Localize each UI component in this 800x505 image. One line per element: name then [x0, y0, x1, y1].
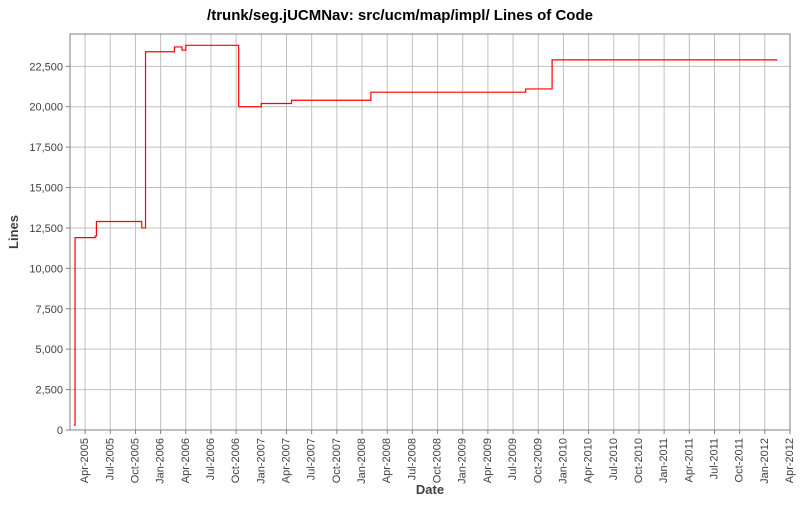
tick-label-x: Apr-2006 [180, 438, 192, 483]
tick-label-x: Oct-2010 [633, 438, 645, 483]
tick-label-x: Apr-2010 [583, 438, 595, 483]
tick-label-y: 20,000 [29, 102, 63, 114]
tick-label-x: Oct-2008 [432, 438, 444, 483]
tick-label-x: Oct-2006 [230, 438, 242, 483]
tick-label-x: Jan-2012 [759, 438, 771, 484]
chart-root: /trunk/seg.jUCMNav: src/ucm/map/impl/ Li… [0, 0, 800, 505]
y-axis-title: Lines [6, 215, 21, 249]
plot-area [70, 34, 790, 430]
tick-label-x: Apr-2007 [281, 438, 293, 483]
tick-label-x: Jul-2006 [205, 438, 217, 480]
tick-label-y: 0 [57, 425, 63, 437]
tick-label-x: Jul-2009 [507, 438, 519, 480]
tick-label-y: 17,500 [29, 142, 63, 154]
x-axis-title: Date [416, 482, 444, 497]
tick-label-x: Jul-2005 [104, 438, 116, 480]
chart-title: /trunk/seg.jUCMNav: src/ucm/map/impl/ Li… [207, 7, 593, 24]
tick-label-x: Jan-2009 [457, 438, 469, 484]
tick-label-y: 2,500 [35, 385, 63, 397]
tick-label-y: 7,500 [35, 304, 63, 316]
tick-label-x: Jul-2008 [406, 438, 418, 480]
tick-label-x: Oct-2011 [734, 438, 746, 482]
tick-label-x: Jan-2011 [658, 438, 670, 483]
tick-label-y: 12,500 [29, 223, 63, 235]
tick-label-x: Apr-2009 [482, 438, 494, 483]
tick-label-x: Apr-2005 [79, 438, 91, 483]
tick-label-y: 10,000 [29, 263, 63, 275]
tick-label-x: Jan-2010 [557, 438, 569, 484]
tick-label-x: Apr-2012 [784, 438, 796, 483]
tick-label-x: Jan-2007 [255, 438, 267, 484]
loc-chart: /trunk/seg.jUCMNav: src/ucm/map/impl/ Li… [0, 0, 800, 500]
tick-label-y: 5,000 [35, 344, 63, 356]
tick-label-x: Apr-2008 [381, 438, 393, 483]
tick-label-y: 22,500 [29, 61, 63, 73]
tick-label-y: 15,000 [29, 183, 63, 195]
tick-label-x: Jan-2008 [356, 438, 368, 484]
tick-label-x: Jul-2010 [608, 438, 620, 480]
tick-label-x: Jan-2006 [155, 438, 167, 484]
tick-label-x: Oct-2005 [129, 438, 141, 483]
tick-label-x: Jul-2011 [708, 438, 720, 479]
tick-label-x: Oct-2009 [532, 438, 544, 483]
tick-label-x: Jul-2007 [306, 438, 318, 480]
tick-label-x: Apr-2011 [683, 438, 695, 482]
tick-label-x: Oct-2007 [331, 438, 343, 483]
